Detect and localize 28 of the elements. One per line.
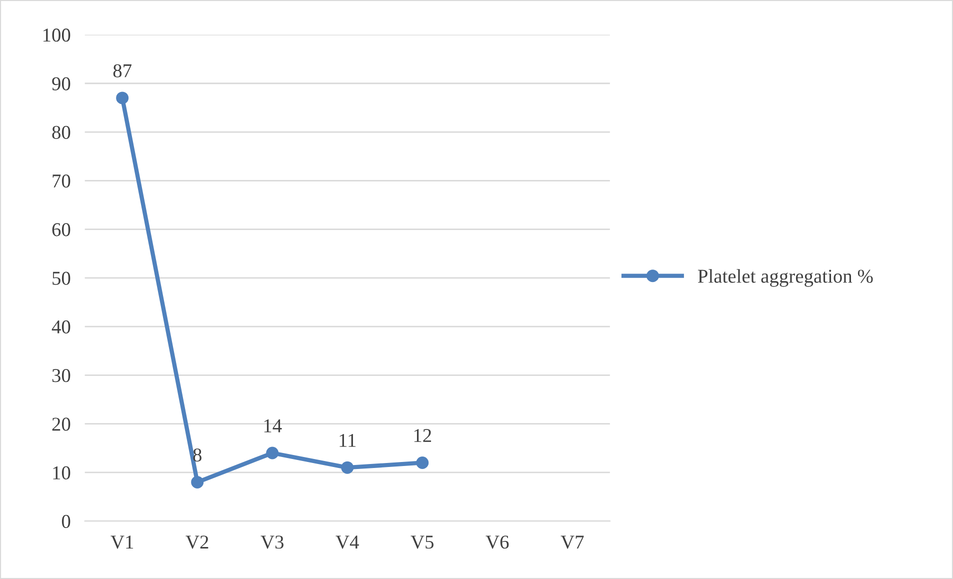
data-label: 87 bbox=[113, 64, 132, 78]
point bbox=[341, 461, 354, 474]
data-label: 11 bbox=[340, 434, 356, 447]
y-tick-label: 100 bbox=[43, 28, 70, 42]
x-tick-label: V3 bbox=[260, 536, 284, 549]
x-tick-label: V6 bbox=[486, 536, 509, 549]
y-tick-label: 20 bbox=[52, 418, 70, 431]
x-tick-label: V1 bbox=[110, 536, 134, 549]
point bbox=[116, 92, 129, 104]
point bbox=[266, 446, 279, 460]
x-tick-label: V4 bbox=[336, 536, 359, 549]
y-tick-label: 0 bbox=[62, 514, 70, 528]
point bbox=[416, 456, 429, 469]
y-tick-label: 80 bbox=[52, 126, 70, 139]
x-tick-label: V2 bbox=[186, 536, 208, 549]
y-tick-label: 70 bbox=[52, 174, 70, 188]
legend-label: Platelet aggregation % bbox=[698, 269, 873, 287]
y-tick-label: 30 bbox=[52, 369, 70, 382]
y-tick-label: 60 bbox=[52, 223, 70, 236]
y-tick-label: 90 bbox=[52, 77, 70, 90]
x-tick-label: V7 bbox=[560, 536, 584, 549]
y-tick-label: 50 bbox=[52, 272, 70, 285]
data-label: 14 bbox=[264, 419, 282, 432]
y-tick-label: 40 bbox=[52, 320, 70, 334]
y-tick-label: 10 bbox=[53, 466, 70, 480]
point bbox=[191, 476, 204, 488]
data-label: 12 bbox=[414, 429, 432, 442]
x-tick-label: V5 bbox=[410, 536, 434, 549]
